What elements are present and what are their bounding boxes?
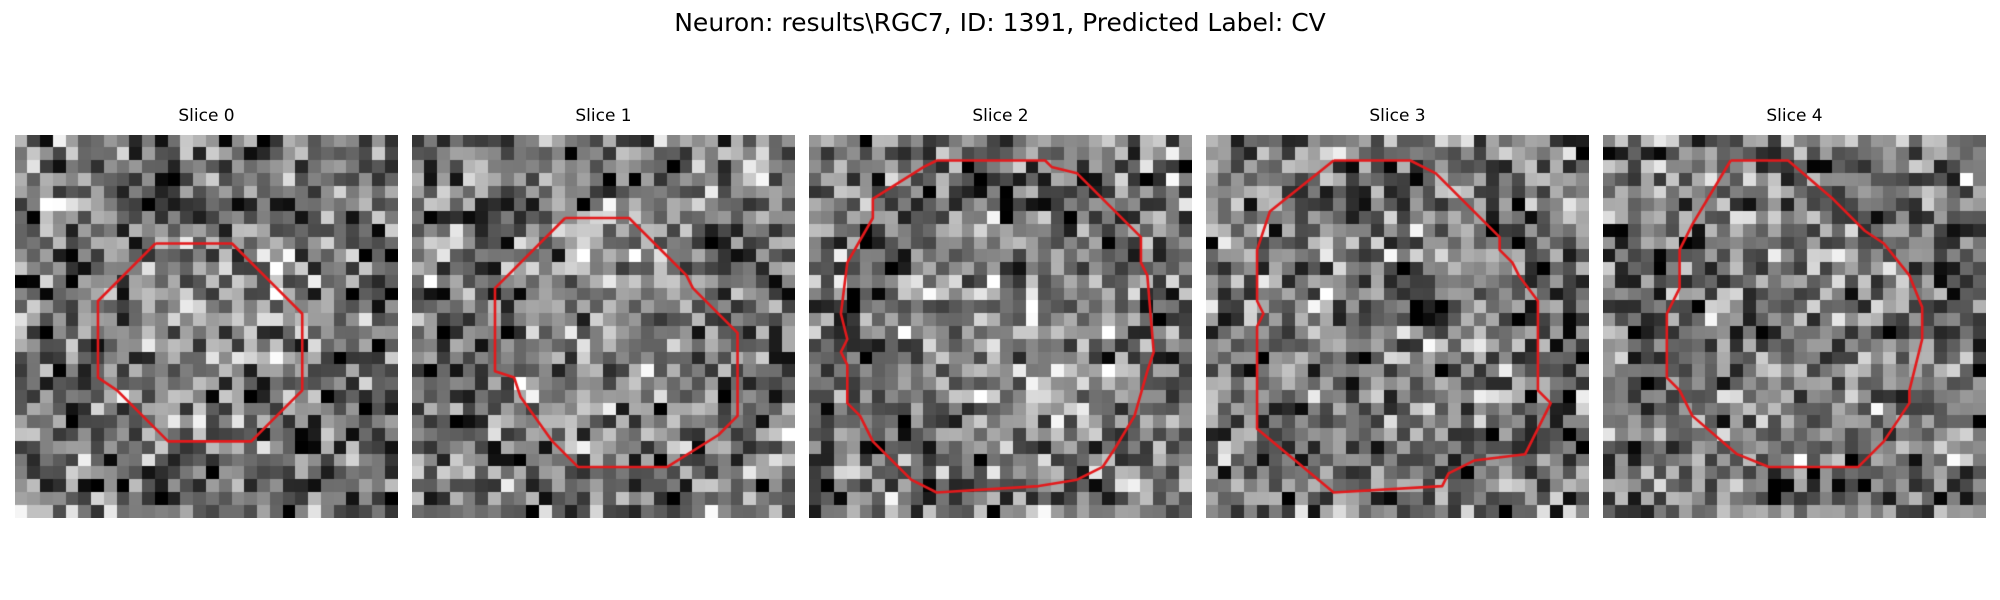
slice-image [412, 135, 795, 518]
slice-panel-4: Slice 4 [1603, 106, 1986, 518]
slice-panel-3: Slice 3 [1206, 106, 1589, 518]
slice-image [809, 135, 1192, 518]
slice-image [1603, 135, 1986, 518]
slice-image [15, 135, 398, 518]
slice-panel-0: Slice 0 [15, 106, 398, 518]
slice-title: Slice 2 [972, 106, 1029, 126]
slice-panel-2: Slice 2 [809, 106, 1192, 518]
slice-title: Slice 3 [1369, 106, 1426, 126]
slice-title: Slice 0 [178, 106, 235, 126]
slice-title: Slice 1 [575, 106, 632, 126]
slice-panel-1: Slice 1 [412, 106, 795, 518]
slice-title: Slice 4 [1766, 106, 1823, 126]
figure-title: Neuron: results\RGC7, ID: 1391, Predicte… [674, 8, 1326, 37]
slice-image [1206, 135, 1589, 518]
